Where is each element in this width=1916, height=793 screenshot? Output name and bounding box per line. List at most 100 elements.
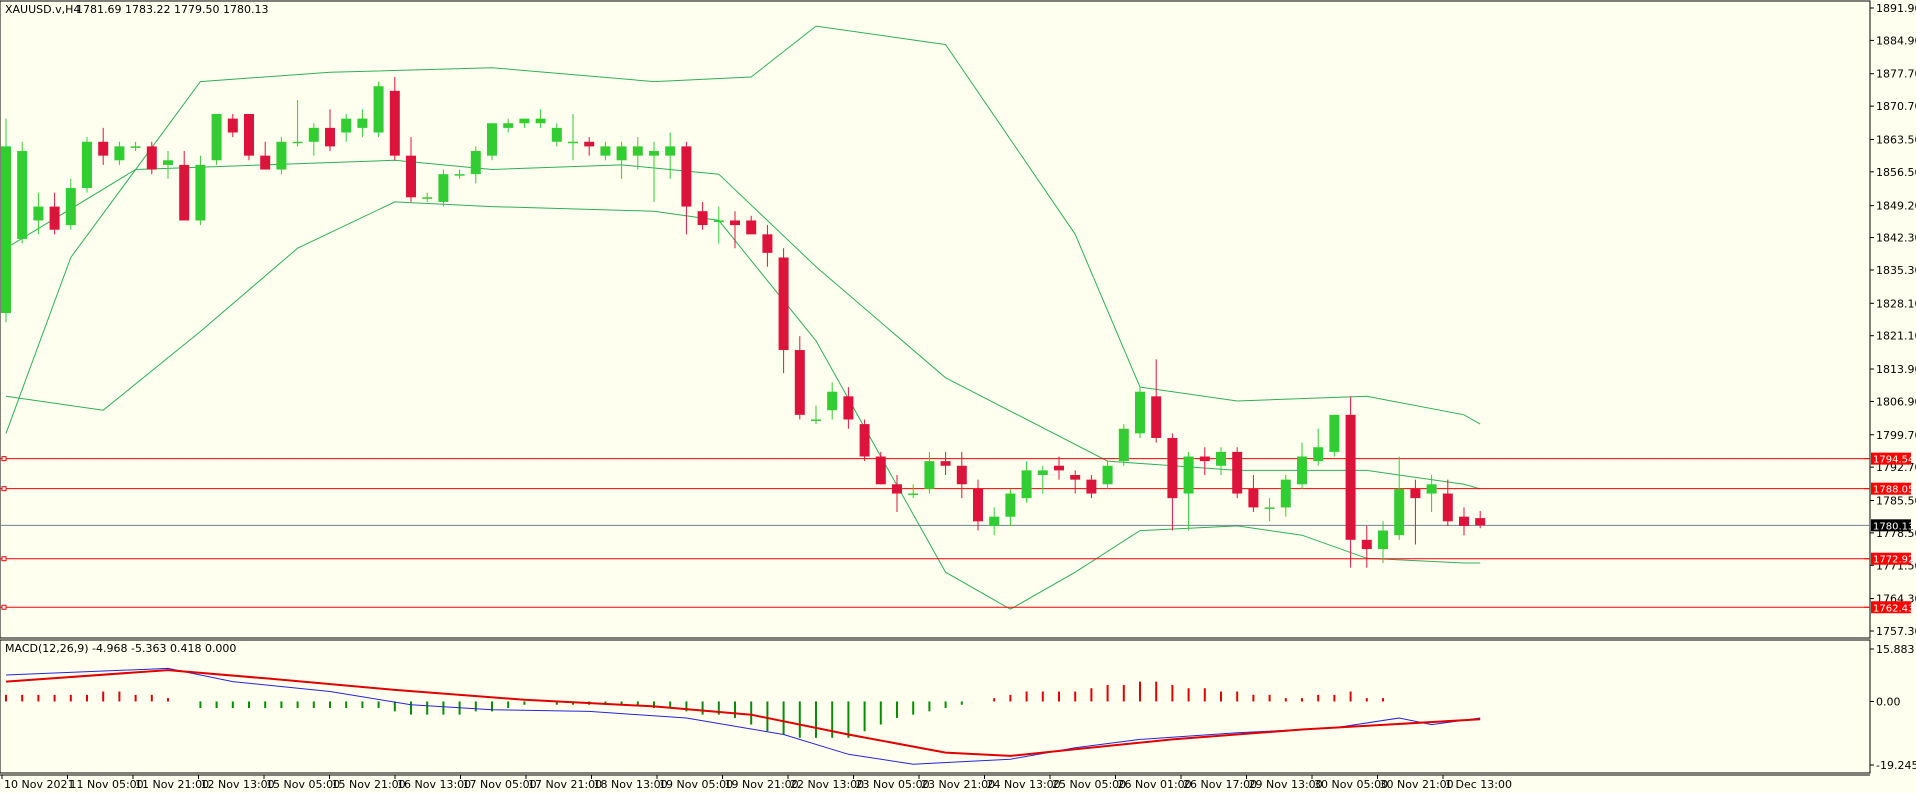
time-tick-label: 19 Nov 21:00 (725, 778, 799, 791)
candle-body (551, 127, 562, 142)
time-tick-label: 23 Nov 21:00 (921, 778, 995, 791)
candle-body (632, 146, 643, 156)
candle-body (746, 220, 757, 235)
signal-line (5, 669, 1481, 757)
time-tick-label: 11 Nov 21:00 (135, 778, 209, 791)
price-tick-label: 1863.50 (1876, 133, 1916, 146)
candle-body (859, 424, 870, 457)
candle-body (973, 488, 983, 522)
level-label-box (1871, 601, 1911, 614)
candle-body (179, 164, 190, 221)
candle-body (616, 146, 627, 161)
candle-body (1102, 465, 1113, 485)
band-upper (5, 25, 1481, 434)
candle-body (713, 220, 724, 222)
horizontal-levels[interactable] (0, 456, 1870, 610)
candle-body (1280, 479, 1291, 508)
level-label-text: 1772.92 (1873, 555, 1914, 566)
price-panel-border (0, 0, 1871, 639)
candle-body (1167, 437, 1178, 499)
candle-body (649, 151, 659, 156)
time-tick-label: 19 Nov 05:00 (659, 778, 733, 791)
time-tick-label: 16 Nov 13:00 (397, 778, 471, 791)
candle-body (1248, 488, 1259, 508)
candle-body (454, 174, 465, 176)
level-handle (1, 604, 7, 610)
level-label-text: 1794.54 (1873, 455, 1914, 466)
price-tick-label: 1870.70 (1876, 100, 1916, 113)
price-tick-label: 1884.90 (1876, 34, 1916, 47)
candle-body (503, 123, 514, 128)
time-tick-label: 17 Nov 21:00 (528, 778, 602, 791)
price-tick-label: 1856.50 (1876, 166, 1916, 179)
candle-body (1216, 451, 1226, 466)
price-tick-label: 1757.30 (1876, 625, 1916, 638)
time-tick-label: 22 Nov 13:00 (790, 778, 864, 791)
macd-axis: 15.883 0.00 -19.245 (1870, 643, 1916, 772)
time-tick-label: 15 Nov 05:00 (266, 778, 340, 791)
candle-body (1005, 493, 1016, 517)
candle-body (276, 141, 287, 170)
candle-body (1313, 447, 1324, 462)
candle-body (341, 118, 352, 133)
level-handle (1, 456, 7, 462)
current-price-label: 1780.13 (1871, 519, 1914, 532)
macd-tick-label: -19.245 (1876, 759, 1916, 772)
candle-body (1037, 470, 1048, 476)
candle-body (989, 516, 1000, 526)
candle-body (357, 118, 368, 128)
candle-body (163, 160, 173, 165)
candle-body (1264, 507, 1275, 509)
candle-body (940, 461, 951, 466)
candle-body (487, 123, 497, 156)
candle-body (373, 86, 384, 133)
price-tick-label: 1835.30 (1876, 264, 1916, 277)
time-tick-label: 17 Nov 05:00 (463, 778, 537, 791)
time-tick-label: 12 Nov 13:00 (201, 778, 275, 791)
level-label-box (1871, 552, 1911, 565)
candle-body (130, 146, 141, 148)
ohlc-label: 1781.69 1783.22 1779.50 1780.13 (76, 3, 268, 16)
current-price-box (1871, 519, 1911, 532)
macd-label: MACD(12,26,9) -4.968 -5.363 0.418 0.000 (5, 642, 236, 655)
candle-body (843, 396, 854, 420)
candle-body (1054, 465, 1064, 471)
candle-body (308, 127, 319, 142)
candle-body (1199, 456, 1210, 462)
candle-body (1345, 414, 1356, 540)
candle-body (535, 118, 546, 124)
time-tick-label: 24 Nov 13:00 (987, 778, 1061, 791)
candle-body (600, 146, 611, 156)
candle-body (908, 493, 919, 496)
candle-body (892, 484, 902, 494)
time-tick-label: 30 Nov 05:00 (1314, 778, 1388, 791)
symbol-label: XAUUSD.v,H4 (5, 3, 80, 16)
candle-body (730, 220, 740, 226)
candle-body (114, 146, 125, 161)
candle-body (65, 188, 76, 226)
candle-body (1135, 391, 1145, 434)
time-tick-label: 26 Nov 17:00 (1183, 778, 1257, 791)
time-tick-label: 26 Nov 01:00 (1118, 778, 1192, 791)
candle-body (519, 118, 530, 124)
candle-body (406, 155, 416, 198)
candle-body (1151, 396, 1162, 438)
price-tick-label: 1806.90 (1876, 395, 1916, 408)
candle-body (1070, 475, 1081, 480)
time-tick-label: 1 Dec 13:00 (1445, 778, 1512, 791)
candle-body (1361, 539, 1372, 550)
macd-tick-label: 15.883 (1876, 643, 1915, 656)
candle-body (811, 419, 821, 421)
candle-body (584, 141, 595, 147)
candle-body (260, 155, 271, 170)
time-tick-label: 29 Nov 13:00 (1249, 778, 1323, 791)
candle-body (49, 206, 60, 230)
candle-body (1426, 484, 1437, 494)
candle-body (568, 141, 578, 144)
candle-body (1378, 530, 1388, 550)
candle-body (875, 456, 886, 485)
time-tick-label: 11 Nov 05:00 (70, 778, 144, 791)
candle-body (665, 146, 676, 156)
candle-body (325, 127, 335, 147)
